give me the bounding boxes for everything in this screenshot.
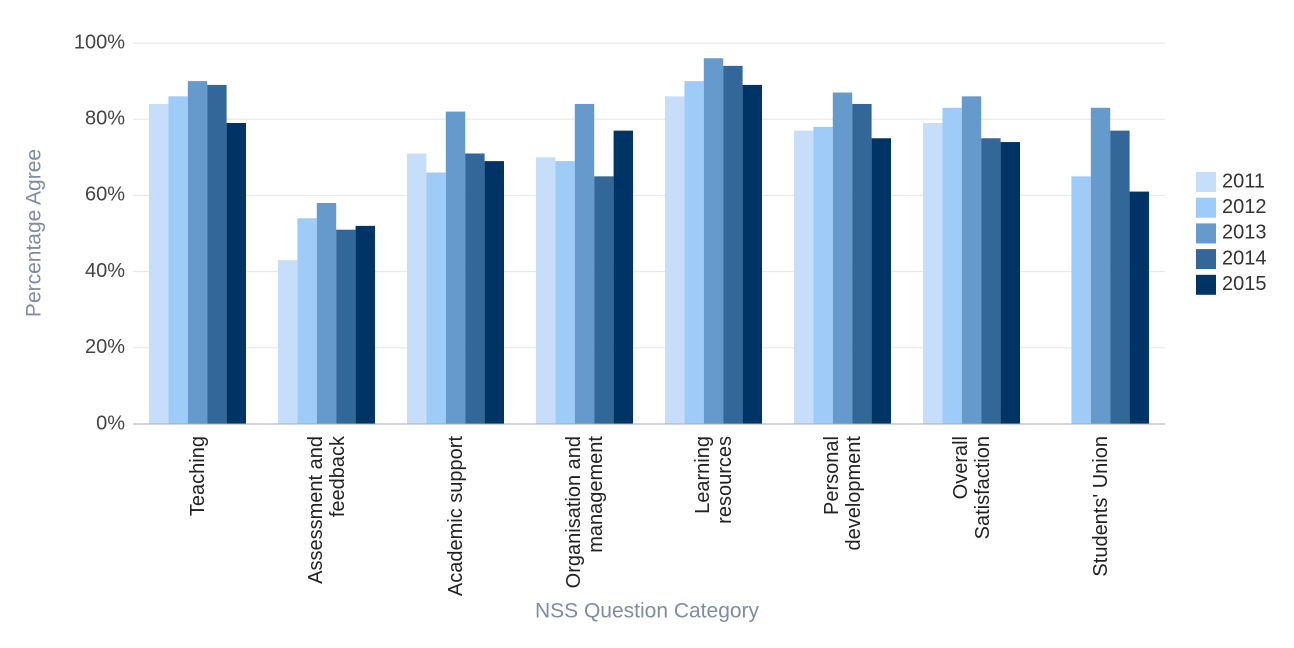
bar (484, 161, 504, 425)
bar (536, 157, 556, 425)
bar (1090, 107, 1111, 425)
x-tick-label: Learning resources (691, 436, 736, 524)
bar (355, 225, 375, 424)
y-tick-label: 0% (96, 412, 125, 434)
y-axis-title: Percentage Agree (23, 149, 46, 317)
x-tick-label: Teaching (186, 436, 209, 517)
x-tick-label: Assessment and feedback (304, 436, 349, 584)
bar (445, 111, 466, 424)
bar (871, 138, 891, 424)
x-tick-label: Overall Satisfaction (949, 436, 994, 540)
bar (207, 84, 227, 424)
bar (407, 153, 427, 425)
bar (613, 130, 633, 424)
bar (1110, 130, 1130, 424)
x-tick-label: Personal development (820, 436, 865, 551)
y-tick-label: 40% (85, 260, 125, 282)
legend-swatch (1196, 249, 1216, 270)
bar (1000, 142, 1020, 424)
bar (1129, 191, 1149, 424)
bar (852, 103, 872, 425)
bar (981, 138, 1001, 424)
bar (703, 58, 724, 425)
bar (1071, 176, 1091, 424)
x-tick-label: Organisation and management (562, 436, 607, 589)
bar (187, 81, 208, 424)
bar (923, 123, 943, 424)
bar (168, 96, 188, 424)
legend-swatch (1196, 274, 1216, 295)
bar (723, 65, 743, 425)
bar (465, 153, 485, 425)
legend-label: 2012 (1222, 196, 1267, 218)
bar (149, 103, 169, 425)
legend-swatch (1196, 223, 1216, 244)
legend-label: 2013 (1222, 222, 1267, 244)
bar (961, 96, 982, 424)
bar (278, 260, 298, 424)
bar (684, 81, 704, 424)
legend-label: 2015 (1222, 273, 1267, 295)
y-tick-label: 60% (85, 184, 125, 206)
bar (794, 130, 814, 424)
y-tick-label: 20% (85, 336, 125, 358)
bar (665, 96, 685, 424)
bar (226, 123, 246, 424)
bar (942, 107, 962, 425)
y-tick-label: 80% (85, 107, 125, 129)
legend-label: 2014 (1222, 247, 1267, 269)
bar (813, 126, 833, 424)
x-axis-title: NSS Question Category (535, 600, 760, 623)
legend-swatch (1196, 197, 1216, 218)
bar (742, 84, 762, 424)
bar (297, 218, 317, 424)
bar (426, 172, 446, 424)
bar (555, 161, 575, 425)
bar (316, 203, 337, 424)
legend-label: 2011 (1222, 170, 1265, 192)
x-tick-label: Students' Union (1089, 436, 1112, 577)
x-tick-label: Academic support (444, 436, 467, 597)
bar (336, 229, 356, 424)
legend-swatch (1196, 172, 1216, 192)
y-tick-label: 100% (74, 31, 125, 53)
bar (594, 176, 614, 424)
bar (832, 92, 853, 424)
bar (574, 103, 595, 425)
